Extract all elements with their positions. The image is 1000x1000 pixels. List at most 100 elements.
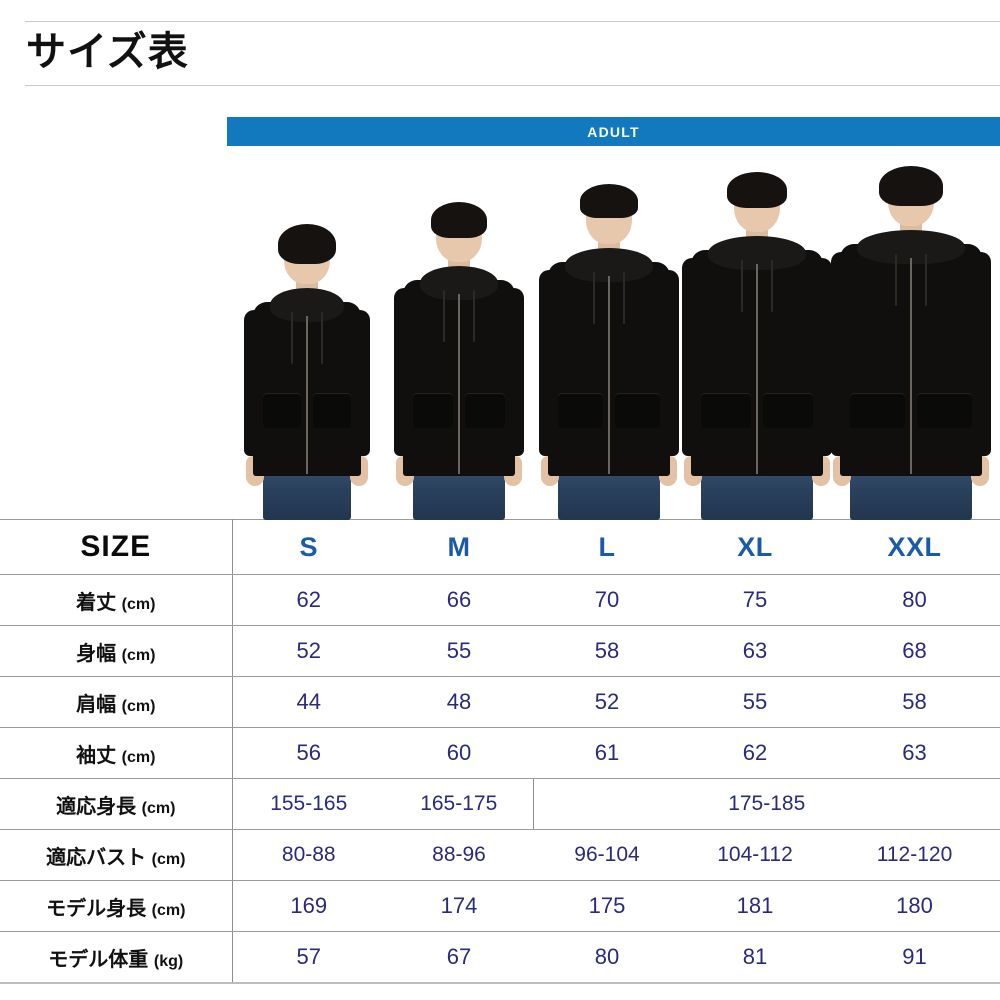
size-header-s: S (231, 519, 385, 575)
table-row: 袖丈 (cm) 56 60 61 62 63 (0, 727, 1000, 779)
model-drawstring-right (473, 290, 475, 342)
model-drawstring-left (291, 312, 293, 364)
model-pocket-left (413, 394, 453, 428)
cell-7-4: 91 (829, 931, 1000, 984)
row-label-text: 着丈 (76, 591, 117, 614)
model-pocket-right (763, 394, 813, 428)
cell-0-2: 70 (533, 574, 681, 626)
row-label-text: モデル体重 (48, 948, 149, 971)
model-drawstring-left (443, 290, 445, 342)
cell-7-2: 80 (533, 931, 681, 984)
title-block: サイズ表 (0, 0, 1000, 96)
cell-6-3: 181 (681, 880, 829, 932)
model-pocket-left (850, 394, 905, 428)
cell-4-0: 155-165 (231, 778, 385, 830)
row-label-3: 袖丈 (cm) (0, 727, 233, 779)
model-hair (431, 202, 487, 238)
cell-1-1: 55 (385, 625, 533, 677)
adult-banner: ADULT (227, 117, 1000, 146)
cell-1-3: 63 (681, 625, 829, 677)
cell-6-4: 180 (829, 880, 1000, 932)
row-label-text: 適応バスト (46, 846, 147, 869)
row-label-5: 適応バスト (cm) (0, 829, 233, 881)
row-label-0: 着丈 (cm) (0, 574, 233, 626)
row-label-unit: (cm) (121, 748, 156, 766)
table-row: 適応バスト (cm) 80-88 88-96 96-104 104-112 112-120 (0, 829, 1000, 881)
row-label-unit: (cm) (121, 697, 156, 715)
title-rule-bottom (25, 85, 1000, 86)
cell-1-4: 68 (829, 625, 1000, 677)
cell-2-0: 44 (231, 676, 385, 728)
page-title: サイズ表 (26, 30, 189, 74)
row-label-text: モデル身長 (46, 897, 147, 920)
model-figure-m (394, 198, 524, 520)
row-label-2: 肩幅 (cm) (0, 676, 233, 728)
model-drawstring-right (623, 272, 625, 324)
row-label-unit: (cm) (151, 901, 186, 919)
cell-2-1: 48 (385, 676, 533, 728)
model-zipper (608, 276, 610, 474)
cell-5-3: 104-112 (681, 829, 829, 881)
model-pocket-left (701, 394, 751, 428)
cell-1-2: 58 (533, 625, 681, 677)
model-figure-s (244, 220, 370, 520)
table-row: 着丈 (cm) 62 66 70 75 80 (0, 574, 1000, 626)
size-header-l: L (533, 519, 681, 575)
row-label-4: 適応身長 (cm) (0, 778, 233, 830)
row-label-unit: (cm) (121, 646, 156, 664)
size-table: SIZE S M L XL XXL 着丈 (cm) 62 66 70 75 80 身幅 (cm) 52 55… (0, 519, 1000, 984)
model-zipper (756, 264, 758, 474)
table-row: 適応身長 (cm) 155-165 165-175 175-185 (0, 778, 1000, 830)
cell-4-1: 165-175 (385, 778, 533, 830)
model-hair (278, 224, 336, 264)
model-pocket-left (558, 394, 603, 428)
cell-0-3: 75 (681, 574, 829, 626)
cell-7-1: 67 (385, 931, 533, 984)
row-label-text: 袖丈 (76, 744, 117, 767)
row-label-unit: (cm) (151, 850, 186, 868)
size-header-m: M (385, 519, 533, 575)
model-drawstring-right (321, 312, 323, 364)
cell-3-1: 60 (385, 727, 533, 779)
row-label-1: 身幅 (cm) (0, 625, 233, 677)
model-pocket-right (615, 394, 660, 428)
model-figure-xl (682, 168, 832, 520)
cell-5-2: 96-104 (533, 829, 681, 881)
model-figure-l (539, 180, 679, 520)
table-header-row: SIZE S M L XL XXL (0, 519, 1000, 575)
row-label-text: 適応身長 (56, 795, 137, 818)
model-hair (879, 166, 943, 206)
model-hair (727, 172, 787, 208)
table-row: 肩幅 (cm) 44 48 52 55 58 (0, 676, 1000, 728)
model-drawstring-left (741, 260, 743, 312)
cell-3-3: 62 (681, 727, 829, 779)
cell-4-merged: 175-185 (532, 778, 1000, 830)
cell-0-4: 80 (829, 574, 1000, 626)
row-label-7: モデル体重 (kg) (0, 931, 233, 984)
model-pocket-right (313, 394, 351, 428)
cell-3-0: 56 (231, 727, 385, 779)
model-drawstring-right (771, 260, 773, 312)
cell-1-0: 52 (231, 625, 385, 677)
model-drawstring-left (895, 254, 897, 306)
row-label-text: 肩幅 (76, 693, 117, 716)
model-drawstring-right (925, 254, 927, 306)
cell-5-1: 88-96 (385, 829, 533, 881)
title-rule-top (25, 21, 1000, 22)
cell-2-3: 55 (681, 676, 829, 728)
model-pocket-right (465, 394, 505, 428)
size-header-xl: XL (681, 519, 829, 575)
models-photo-strip (227, 160, 1000, 520)
row-label-6: モデル身長 (cm) (0, 880, 233, 932)
cell-6-0: 169 (231, 880, 385, 932)
cell-5-4: 112-120 (829, 829, 1000, 881)
cell-0-1: 66 (385, 574, 533, 626)
model-pocket-left (263, 394, 301, 428)
cell-6-2: 175 (533, 880, 681, 932)
table-row: 身幅 (cm) 52 55 58 63 68 (0, 625, 1000, 677)
row-label-text: 身幅 (76, 642, 117, 665)
size-corner-label: SIZE (0, 519, 233, 575)
cell-7-0: 57 (231, 931, 385, 984)
model-drawstring-left (593, 272, 595, 324)
cell-2-4: 58 (829, 676, 1000, 728)
